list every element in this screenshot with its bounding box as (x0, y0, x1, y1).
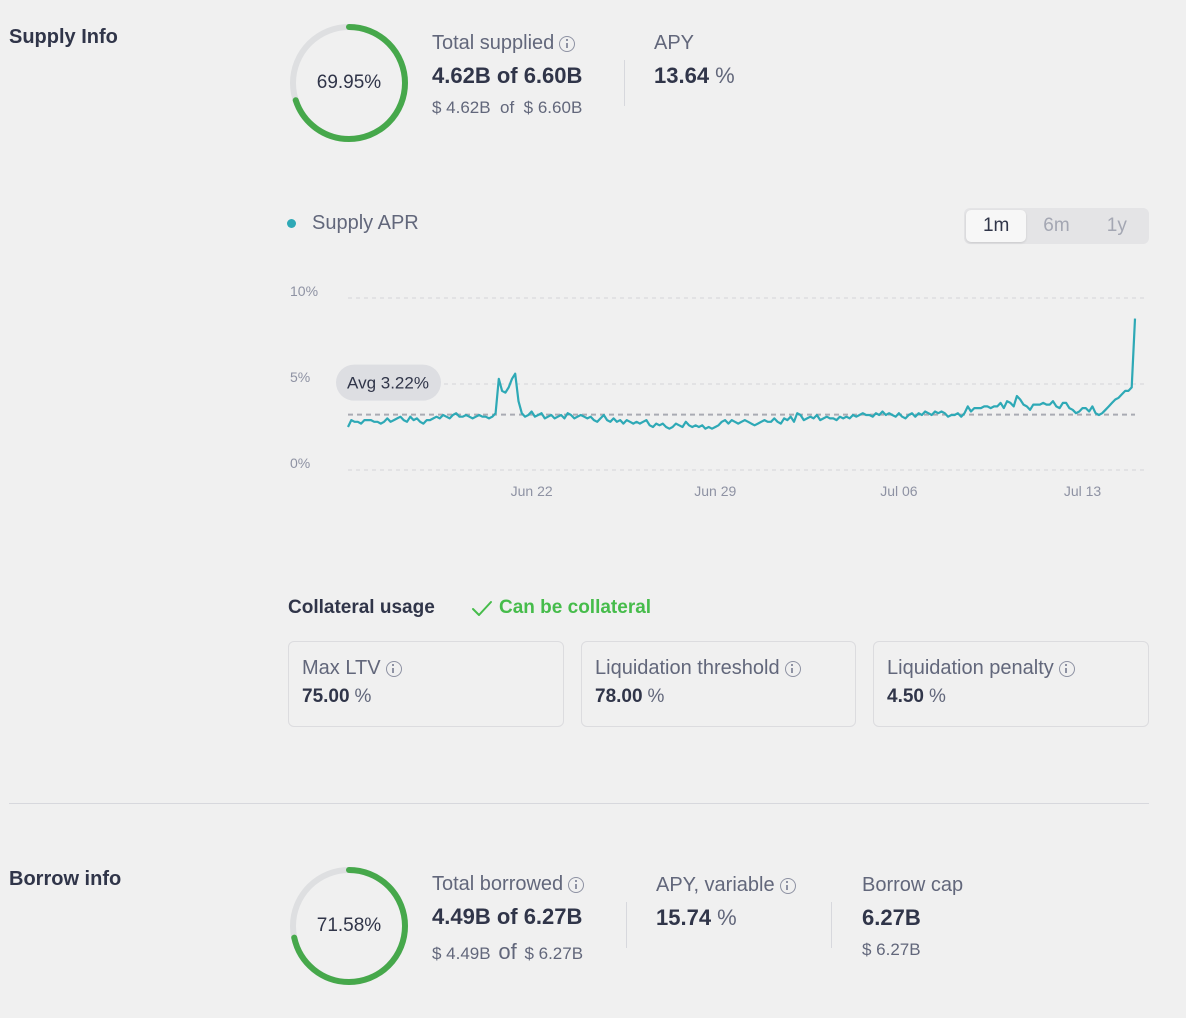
borrow-info-title: Borrow info (9, 868, 122, 890)
info-icon[interactable] (784, 660, 801, 677)
borrow-utilization-ring: 71.58% (287, 864, 411, 988)
range-6m-button[interactable]: 6m (1043, 215, 1070, 236)
info-icon[interactable] (1058, 660, 1075, 677)
supply-apy-stat: APY 13.64% (654, 32, 735, 89)
divider (831, 902, 832, 948)
borrow-cap-value: 6.27B (862, 905, 921, 930)
y-tick-label: 5% (290, 369, 310, 385)
check-icon (472, 601, 492, 616)
range-1m-button[interactable]: 1m (966, 210, 1027, 242)
borrow-cap-stat: Borrow cap 6.27B $ 6.27B (862, 874, 963, 960)
max-ltv-value: 75.00% (302, 686, 372, 707)
max-ltv-card: Max LTV 75.00% (288, 641, 564, 727)
borrow-cap-label: Borrow cap (862, 874, 964, 896)
total-supplied-usd: $ 4.62B of $ 6.60B (432, 98, 583, 117)
time-range-selector: 1m 6m 1y (964, 208, 1149, 244)
range-1y-button[interactable]: 1y (1106, 215, 1127, 236)
collateral-usage-title: Collateral usage (288, 597, 435, 618)
borrow-apy-value: 15.74% (656, 905, 737, 930)
total-borrowed-usd: $ 4.49B of $ 6.27B (432, 939, 584, 964)
liquidation-threshold-value: 78.00% (595, 686, 665, 707)
borrow-ring-percent: 71.58% (316, 915, 382, 936)
total-supplied-value: 4.62B of 6.60B (432, 63, 583, 88)
average-badge (336, 364, 441, 401)
section-divider (9, 803, 1149, 804)
borrow-cap-usd: $ 6.27B (862, 940, 921, 959)
x-tick-label: Jul 06 (880, 483, 918, 499)
max-ltv-label: Max LTV (302, 657, 381, 679)
chart-legend: Supply APR (287, 212, 419, 235)
average-label: Avg 3.22% (347, 374, 429, 393)
y-tick-label: 10% (290, 283, 318, 299)
supply-utilization-ring: 69.95% (287, 21, 411, 145)
info-icon[interactable] (559, 35, 576, 52)
info-icon[interactable] (568, 876, 585, 893)
borrow-apy-label: APY, variable (656, 874, 796, 897)
x-tick-label: Jun 22 (511, 483, 553, 499)
info-icon[interactable] (779, 877, 796, 894)
total-borrowed-value: 4.49B of 6.27B (432, 904, 583, 929)
x-tick-label: Jul 13 (1064, 483, 1102, 499)
total-borrowed-label: Total borrowed (432, 873, 585, 896)
divider (624, 60, 625, 106)
supply-apy-value: 13.64% (654, 63, 735, 88)
liquidation-threshold-label: Liquidation threshold (595, 657, 780, 679)
supply-apr-chart: 10% 5% 0% Jun 22 Jun 29 Jul 06 Jul 13 Avg 3.22% (290, 283, 1147, 499)
borrow-ring-graphic (290, 867, 408, 985)
liquidation-penalty-value: 4.50% (887, 686, 946, 707)
liquidation-penalty-card: Liquidation penalty 4.50% (873, 641, 1149, 727)
supply-apy-label: APY (654, 32, 695, 54)
total-borrowed-stat: Total borrowed 4.49B of 6.27B $ 4.49B of… (432, 873, 585, 965)
borrow-apy-stat: APY, variable 15.74% (656, 874, 796, 931)
x-tick-label: Jun 29 (694, 483, 736, 499)
legend-dot (287, 219, 296, 228)
liquidation-threshold-card: Liquidation threshold 78.00% (581, 641, 856, 727)
info-icon[interactable] (385, 660, 402, 677)
legend-label: Supply APR (312, 212, 419, 234)
y-tick-label: 0% (290, 455, 310, 471)
supply-info-title: Supply Info (9, 26, 118, 48)
liquidation-penalty-label: Liquidation penalty (887, 657, 1054, 679)
supply-apr-line (347, 318, 1137, 430)
supply-ring-percent: 69.95% (316, 72, 382, 93)
total-supplied-label: Total supplied (432, 32, 582, 55)
divider (626, 902, 627, 948)
total-supplied-stat: Total supplied 4.62B of 6.60B $ 4.62B of… (432, 32, 582, 118)
collateral-status: Can be collateral (471, 597, 651, 619)
supply-ring-graphic (290, 24, 408, 142)
